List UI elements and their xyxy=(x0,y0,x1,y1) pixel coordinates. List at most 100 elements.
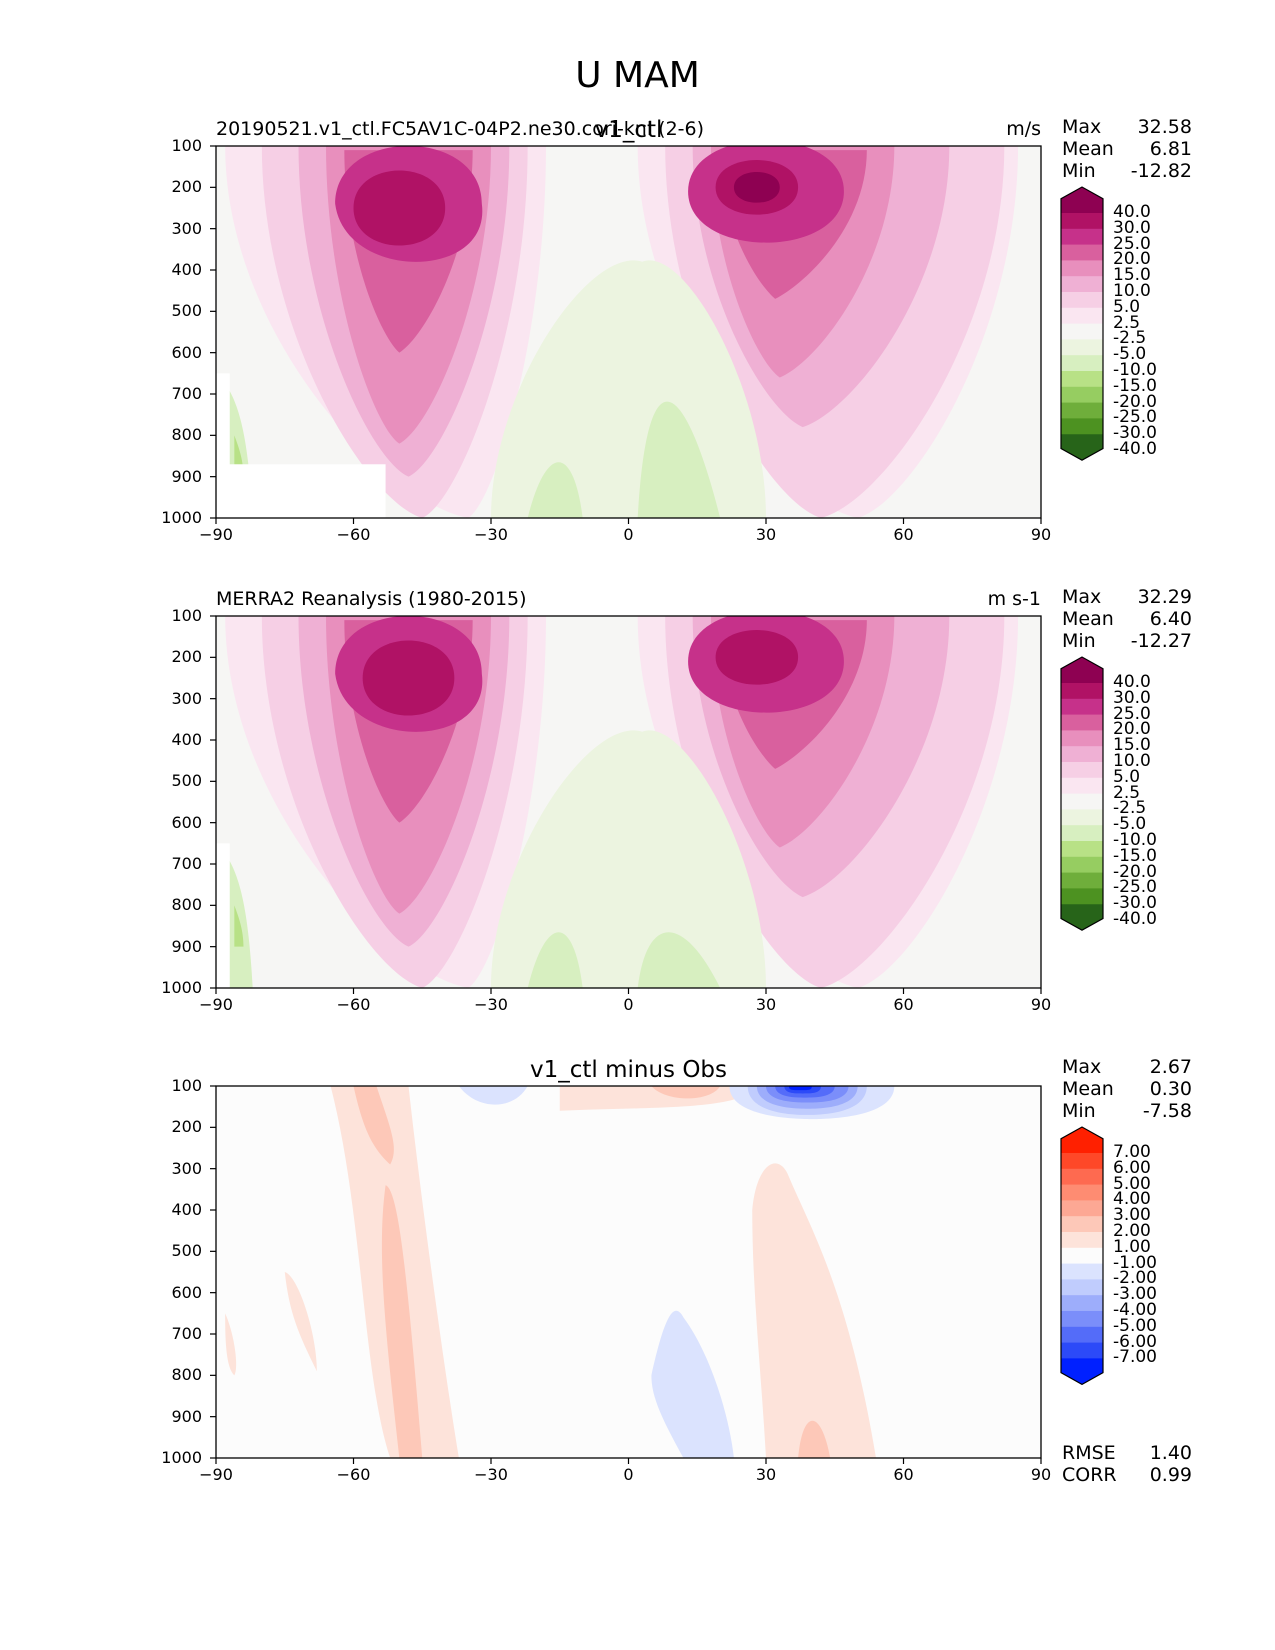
colorbar-tick-label: -5.00 xyxy=(1113,1315,1157,1336)
contour-svg xyxy=(210,615,1042,994)
negative-upper-sh xyxy=(458,1086,528,1105)
stat-max-label: Max xyxy=(1062,586,1102,608)
stat-max-label: Max xyxy=(1062,1056,1102,1078)
colorbar-segment xyxy=(1061,698,1103,716)
contour-svg xyxy=(210,1085,1042,1464)
colorbar-outline xyxy=(1060,186,1104,461)
colorbar-segment xyxy=(1061,1342,1103,1359)
panel-stats: Max 2.67 Mean 0.30 Min -7.58 xyxy=(1062,1056,1192,1122)
x-tick-label: −90 xyxy=(199,525,233,544)
x-tick-label: −90 xyxy=(199,995,233,1014)
nh-jet-max xyxy=(733,171,780,203)
y-tick-label: 800 xyxy=(171,425,202,445)
positive-midlat xyxy=(284,1272,317,1372)
colorbar-body xyxy=(1060,1126,1104,1386)
x-tick-label: 30 xyxy=(755,1465,777,1484)
colorbar-segment xyxy=(1061,1231,1103,1249)
colorbar-segment xyxy=(1061,1184,1103,1201)
stat-max: 32.58 xyxy=(1137,116,1192,138)
colorbar-extend-bottom xyxy=(1061,904,1103,931)
y-tick-label: 1000 xyxy=(161,1448,202,1467)
x-tick-label: −90 xyxy=(199,1465,233,1484)
model-panel: 20190521.v1_ctl.FC5AV1C-04P2.ne30.cori-k… xyxy=(0,116,1275,558)
positive-polar xyxy=(225,1313,237,1376)
field-background xyxy=(216,1086,1041,1458)
y-tick-label: 600 xyxy=(171,812,202,832)
colorbar-tick-label: 30.0 xyxy=(1113,217,1151,238)
y-tick-label: 100 xyxy=(171,606,202,625)
colorbar-tick-label: 7.00 xyxy=(1113,1142,1151,1162)
colorbar-segment xyxy=(1061,809,1103,826)
y-tick-label: 300 xyxy=(171,1158,202,1178)
colorbar-extend-top xyxy=(1061,656,1103,683)
y-tick-label: 600 xyxy=(171,1282,202,1302)
y-tick-label: 500 xyxy=(171,771,202,791)
x-tick-label: −60 xyxy=(336,995,371,1014)
colorbar-tick-label: -15.0 xyxy=(1113,375,1157,396)
colorbar-tick-label: 20.0 xyxy=(1113,719,1151,740)
y-tick-label: 700 xyxy=(171,384,202,403)
x-tick-label: −60 xyxy=(336,1465,371,1484)
colorbar-tick-label: 5.0 xyxy=(1113,296,1141,317)
colorbar-tick-label: 2.00 xyxy=(1113,1221,1151,1241)
colorbar-segment xyxy=(1061,418,1103,435)
topography-mask xyxy=(216,843,230,988)
y-tick-label: 400 xyxy=(171,260,202,279)
colorbar-body xyxy=(1060,656,1104,931)
colorbar-tick-label: -10.0 xyxy=(1113,360,1157,380)
colorbar-extend-top xyxy=(1061,186,1103,213)
contour-svg xyxy=(210,145,1042,524)
colorbar-segment xyxy=(1061,777,1103,795)
x-tick-label: −60 xyxy=(336,525,371,544)
colorbar-tick-label: -6.00 xyxy=(1113,1331,1157,1352)
field-layer xyxy=(216,1086,1041,1458)
colorbar-segment xyxy=(1061,1200,1103,1217)
colorbar-segment xyxy=(1061,714,1103,731)
y-tick-label: 100 xyxy=(171,1076,202,1095)
colorbar-tick-label: 1.00 xyxy=(1113,1236,1151,1257)
colorbar-tick-label: -20.0 xyxy=(1113,861,1157,882)
y-tick-label: 900 xyxy=(171,466,202,486)
colorbar-extend-bottom xyxy=(1061,434,1103,461)
x-tick-label: −30 xyxy=(474,995,508,1014)
contour-plot xyxy=(210,145,1042,524)
colorbar-segment xyxy=(1061,872,1103,889)
colorbar-segment xyxy=(1061,1263,1103,1280)
colorbar-tick-label: 20.0 xyxy=(1113,249,1151,270)
obs-panel: MERRA2 Reanalysis (1980-2015) m s-1 Max 3… xyxy=(0,586,1275,1028)
x-tick-label: 90 xyxy=(1030,1465,1052,1484)
colorbar-tick-label: -25.0 xyxy=(1113,407,1157,428)
colorbar-segment xyxy=(1061,825,1103,842)
colorbar-tick-label: 2.5 xyxy=(1113,782,1141,803)
negative-tropics xyxy=(651,1310,734,1458)
colorbar-tick-label: -10.0 xyxy=(1113,830,1157,850)
positive-top-sh xyxy=(353,1086,394,1165)
stat-max: 32.29 xyxy=(1137,586,1192,608)
stat-min: -7.58 xyxy=(1142,1100,1192,1122)
stat-min: -12.27 xyxy=(1130,630,1192,652)
colorbar-tick-label: 3.00 xyxy=(1113,1205,1151,1226)
colorbar-segment xyxy=(1061,291,1103,309)
rmse-value: 1.40 xyxy=(1149,1442,1192,1464)
sh-jet-core xyxy=(353,170,446,246)
colorbar-tick-label: -30.0 xyxy=(1113,893,1157,914)
y-tick-label: 900 xyxy=(171,1406,202,1426)
topography-mask xyxy=(216,373,230,518)
easterly-5-east xyxy=(637,932,721,988)
stat-mean: 6.81 xyxy=(1149,138,1192,160)
diff-metrics: RMSE 1.40 CORR 0.99 xyxy=(1062,1442,1192,1486)
colorbar-tick-label: 40.0 xyxy=(1113,672,1151,692)
panel-units: m s-1 xyxy=(987,588,1041,610)
figure-title: U MAM xyxy=(575,55,700,96)
colorbar-tick-label: 25.0 xyxy=(1113,233,1151,254)
colorbar-tick-label: -20.0 xyxy=(1113,391,1157,412)
colorbar-outline xyxy=(1060,656,1104,931)
panel-center-title: v1_ctl xyxy=(594,117,663,143)
corr-value: 0.99 xyxy=(1149,1464,1192,1486)
diff-panel: v1_ctl minus Obs Max 2.67 Mean 0.30 Min -7.… xyxy=(0,1056,1275,1498)
stat-min: -12.82 xyxy=(1130,160,1192,182)
panel-stats: Max 32.58 Mean 6.81 Min -12.82 xyxy=(1062,116,1192,182)
negative-upper-nh xyxy=(788,1086,812,1091)
colorbar-tick-label: 25.0 xyxy=(1113,703,1151,724)
colorbar-tick-label: 10.0 xyxy=(1113,281,1151,301)
